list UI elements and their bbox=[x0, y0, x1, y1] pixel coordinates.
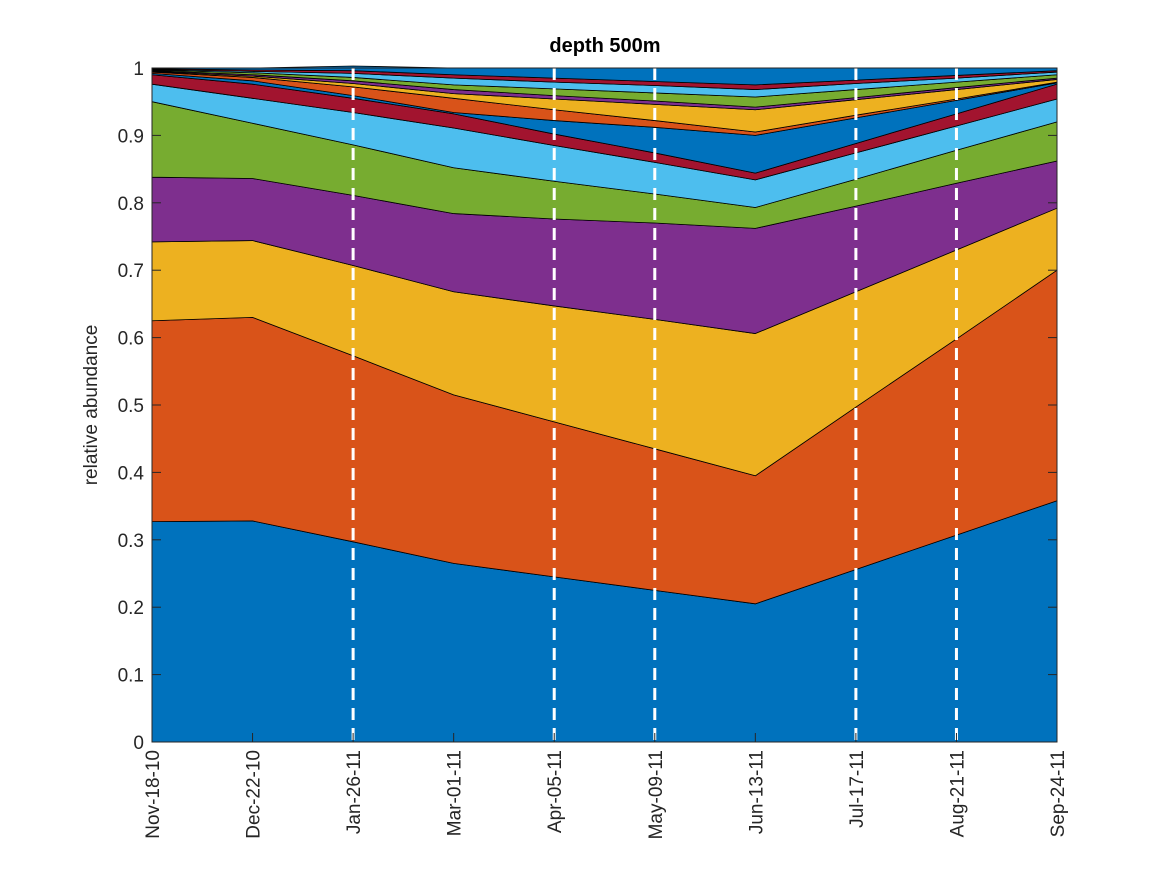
y-tick-label: 0.6 bbox=[118, 329, 144, 350]
x-tick-label: Aug-21-11 bbox=[947, 750, 968, 837]
x-tick-label: Sep-24-11 bbox=[1048, 750, 1069, 837]
y-tick-label: 0.9 bbox=[118, 126, 144, 147]
x-tick-label: Apr-05-11 bbox=[545, 750, 566, 833]
y-tick-label: 0.2 bbox=[118, 598, 144, 619]
y-tick-label: 0.8 bbox=[118, 194, 144, 215]
y-tick-label: 0 bbox=[133, 733, 144, 754]
y-axis-label: relative abundance bbox=[81, 325, 102, 486]
x-tick-label: Jan-26-11 bbox=[344, 750, 365, 834]
x-tick-label: Jun-13-11 bbox=[746, 750, 767, 834]
y-tick-label: 0.4 bbox=[118, 463, 145, 484]
y-tick-label: 0.5 bbox=[118, 396, 144, 417]
x-tick-label: Mar-01-11 bbox=[445, 750, 466, 836]
y-tick-label: 0.1 bbox=[118, 666, 144, 687]
x-tick-label: May-09-11 bbox=[646, 750, 667, 839]
x-tick-label: Nov-18-10 bbox=[143, 750, 164, 839]
x-tick-label: Jul-17-11 bbox=[847, 750, 868, 828]
x-tick-label: Dec-22-10 bbox=[244, 750, 265, 839]
chart-title: depth 500m bbox=[549, 35, 660, 57]
y-tick-label: 0.3 bbox=[118, 531, 144, 552]
y-tick-label: 1 bbox=[133, 59, 144, 80]
y-tick-label: 0.7 bbox=[118, 261, 144, 282]
